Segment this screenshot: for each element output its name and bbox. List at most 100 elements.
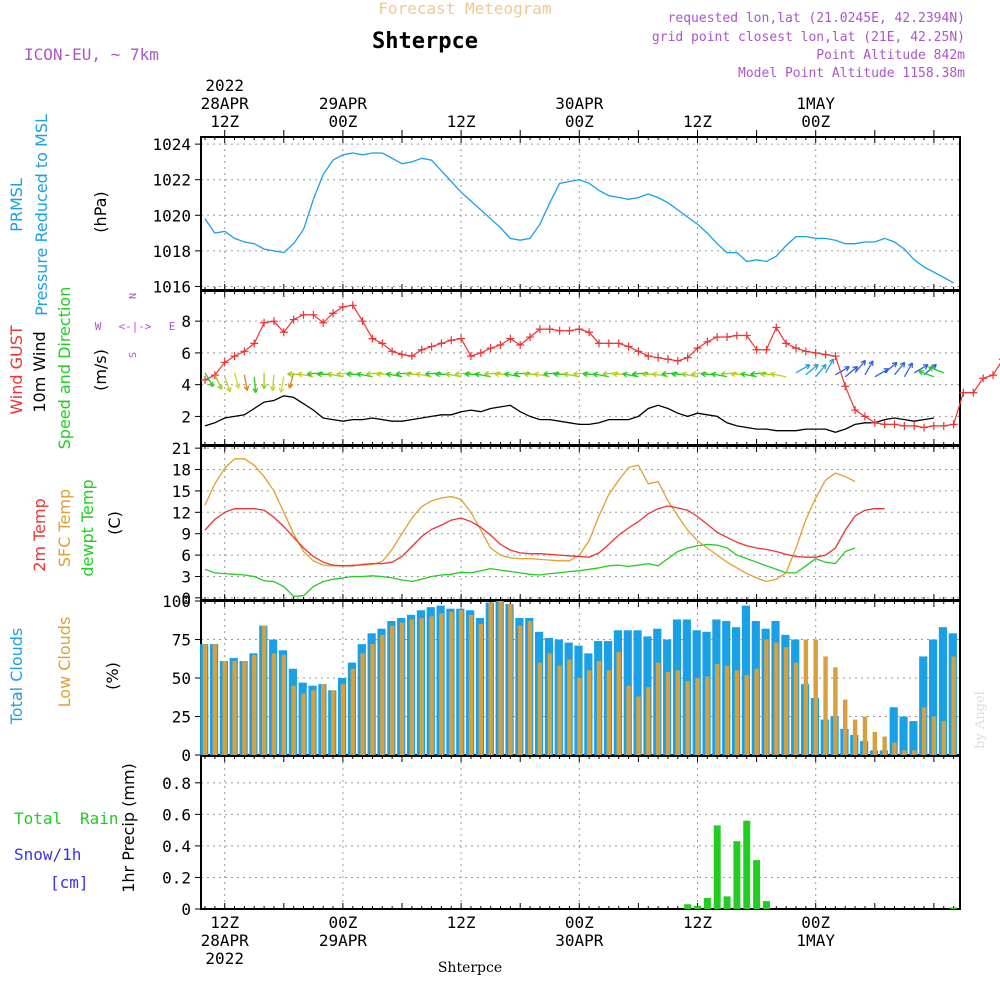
low-cloud-bar <box>892 742 897 755</box>
wind-direction-arrow <box>805 363 819 376</box>
wind-arrow-head <box>582 371 588 378</box>
wind-arrow-head <box>287 383 294 389</box>
low-cloud-bar <box>557 665 562 755</box>
low-cloud-bar <box>409 619 415 755</box>
wind-arrow-head <box>651 371 658 378</box>
gust-marker <box>703 337 712 346</box>
wind-direction-label: Speed and Direction <box>55 287 74 450</box>
total-clouds-label: Total Clouds <box>7 628 26 726</box>
gust-marker <box>516 340 525 349</box>
temp-ytick-label: 18 <box>172 461 191 480</box>
gust-marker <box>368 334 377 343</box>
low-cloud-bar <box>951 656 956 755</box>
total-cloud-bar <box>889 707 898 755</box>
gust-marker <box>545 325 554 334</box>
gust-marker <box>654 353 663 362</box>
low-cloud-bar <box>586 670 592 755</box>
gust-marker <box>289 315 298 324</box>
gust-marker <box>939 421 948 430</box>
low-cloud-bar <box>764 639 769 755</box>
wind-arrow-head <box>691 370 697 377</box>
wind-arrow-head <box>326 371 333 378</box>
wind-arrow-head <box>316 371 322 378</box>
wind-arrow-head <box>928 365 934 372</box>
wind-arrow-head <box>681 371 687 378</box>
rain-bar <box>703 897 711 909</box>
low-cloud-bar <box>734 670 740 755</box>
wind-direction-arrow <box>602 372 619 375</box>
low-cloud-bar <box>902 750 907 755</box>
low-cloud-bar <box>242 661 247 755</box>
low-cloud-bar <box>232 661 237 755</box>
low-cloud-bar <box>823 656 828 755</box>
low-cloud-bar <box>675 670 680 755</box>
top-time-label: 00Z <box>565 112 594 131</box>
gust-marker <box>398 350 406 359</box>
gust-marker <box>407 352 416 361</box>
gust-marker <box>989 371 997 380</box>
wind-direction-arrow <box>425 372 442 375</box>
precip-unit-label: 1hr Precip (mm) <box>119 763 138 893</box>
wind-direction-arrow <box>874 368 889 378</box>
wind-direction-arrow <box>894 362 906 376</box>
temp-ytick-label: 3 <box>181 567 191 586</box>
low-cloud-bar <box>222 661 227 755</box>
low-cloud-bar <box>389 625 395 755</box>
wind-arrow-head <box>730 371 736 378</box>
wind-direction-arrow <box>632 372 649 375</box>
pressure-unit-label: (hPa) <box>91 191 110 232</box>
gust-marker <box>634 347 643 356</box>
gust-marker <box>752 345 761 354</box>
compass-e: E <box>169 320 176 333</box>
wind-arrow-head <box>931 363 937 370</box>
dewpt-label: dewpt Temp <box>78 479 97 576</box>
pressure-ytick-label: 1018 <box>152 242 191 261</box>
low-cloud-bar <box>449 611 454 755</box>
wind-direction-arrow <box>366 372 383 375</box>
wind-ytick-label: 4 <box>181 376 191 395</box>
sfc-temp-label: SFC Temp <box>55 489 74 567</box>
gust-marker <box>506 334 515 343</box>
wind-arrow-head <box>923 364 929 370</box>
wind-direction-arrow <box>854 360 866 374</box>
rain-bar <box>694 905 701 909</box>
gust-marker <box>979 374 988 383</box>
gust-marker <box>624 342 633 351</box>
gust-marker <box>585 328 594 337</box>
gust-marker <box>427 342 436 351</box>
wind-direction-arrow <box>243 374 248 391</box>
total-cloud-bar <box>899 716 908 755</box>
wind-arrow-head <box>740 371 746 378</box>
wind-arrow-head <box>899 361 906 368</box>
clouds-unit-label: (%) <box>103 662 122 690</box>
wind-arrow-head <box>375 371 381 378</box>
pressure-ytick-label: 1022 <box>152 171 191 190</box>
gust-marker <box>851 406 860 415</box>
gust-marker <box>792 344 800 353</box>
gust-marker <box>959 388 968 397</box>
wind-direction-arrow <box>691 372 708 375</box>
total-cloud-bar <box>938 627 948 755</box>
gust-marker <box>880 420 889 429</box>
temp2m-label: 2m Temp <box>30 498 49 572</box>
snow-unit-label: [cm] <box>50 873 89 892</box>
total-cloud-bar <box>929 639 938 755</box>
wind-arrow-head <box>346 371 352 378</box>
rain-bar <box>743 820 751 909</box>
rain-total-label: Total <box>14 809 62 828</box>
wind-arrow-head <box>821 363 827 370</box>
gust-marker <box>437 339 446 348</box>
gust-marker <box>250 339 259 348</box>
wind-arrow-head <box>852 365 859 372</box>
gust-marker <box>614 339 623 348</box>
top-time-label: 12Z <box>210 112 239 131</box>
wind-arrow-head <box>759 371 766 378</box>
temp-ytick-label: 12 <box>172 503 191 522</box>
low-cloud-bar <box>665 671 671 755</box>
low-cloud-bar <box>783 647 789 755</box>
wind-arrow-head <box>602 370 608 377</box>
pressure-ytick-label: 1020 <box>152 206 191 225</box>
low-cloud-bar <box>212 644 218 755</box>
gust-marker <box>388 347 397 356</box>
